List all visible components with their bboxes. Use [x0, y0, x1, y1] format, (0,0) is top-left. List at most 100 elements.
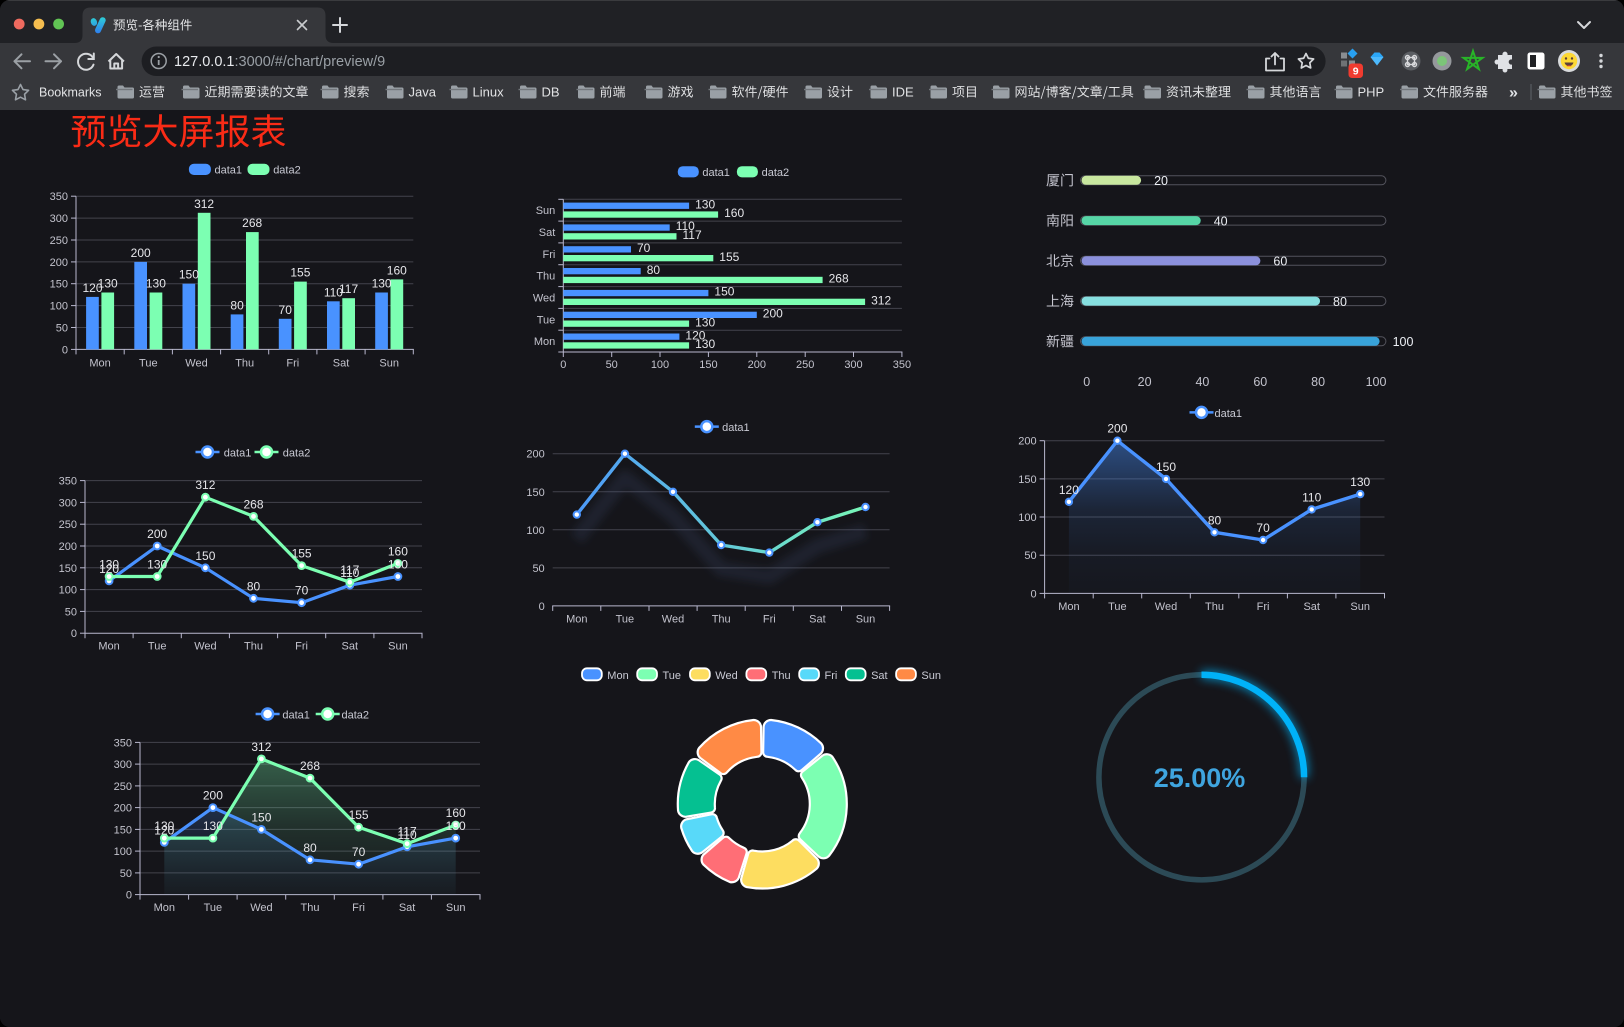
svg-text:130: 130 — [388, 558, 408, 572]
svg-text:0: 0 — [71, 628, 77, 640]
svg-text:155: 155 — [349, 808, 369, 822]
svg-text:200: 200 — [114, 803, 132, 815]
svg-text:110: 110 — [676, 219, 695, 233]
svg-text:200: 200 — [526, 449, 544, 461]
svg-text:130: 130 — [146, 277, 166, 291]
svg-text:data2: data2 — [762, 167, 790, 179]
svg-text:150: 150 — [526, 487, 544, 499]
svg-text:80: 80 — [230, 298, 244, 312]
svg-text:117: 117 — [339, 282, 358, 296]
svg-text:data1: data1 — [722, 422, 750, 434]
svg-text:200: 200 — [59, 541, 77, 553]
svg-text:Mon: Mon — [154, 902, 175, 914]
svg-text:200: 200 — [748, 359, 766, 371]
svg-text:160: 160 — [446, 806, 466, 820]
svg-text:data1: data1 — [282, 710, 310, 722]
svg-text:70: 70 — [1256, 521, 1270, 535]
svg-text:120: 120 — [82, 281, 102, 295]
svg-text:40: 40 — [1195, 375, 1209, 389]
svg-text:120: 120 — [1059, 483, 1079, 497]
svg-text:Sun: Sun — [536, 205, 556, 217]
svg-text:110: 110 — [398, 828, 417, 842]
svg-text:100: 100 — [651, 359, 669, 371]
svg-text:312: 312 — [195, 478, 215, 492]
svg-text:Sat: Sat — [871, 670, 888, 682]
svg-text:130: 130 — [695, 197, 715, 211]
svg-text:Thu: Thu — [712, 613, 731, 625]
svg-text:312: 312 — [194, 197, 214, 211]
svg-text:80: 80 — [1311, 375, 1325, 389]
svg-text:80: 80 — [303, 841, 317, 855]
svg-text:Sun: Sun — [1350, 601, 1370, 613]
svg-text:50: 50 — [1024, 550, 1036, 562]
svg-text:80: 80 — [647, 263, 661, 277]
svg-text:127.0.0.1:3000/#/chart/preview: 127.0.0.1:3000/#/chart/preview/9 — [174, 54, 385, 70]
svg-text:Sat: Sat — [1303, 601, 1320, 613]
svg-text:110: 110 — [324, 285, 343, 299]
svg-text:Mon: Mon — [534, 336, 555, 348]
svg-text:Wed: Wed — [715, 670, 737, 682]
svg-text:250: 250 — [114, 781, 132, 793]
svg-text:Mon: Mon — [607, 670, 628, 682]
svg-text:Fri: Fri — [825, 670, 838, 682]
svg-text:300: 300 — [844, 359, 862, 371]
svg-text:130: 130 — [1350, 475, 1370, 489]
svg-text:Tue: Tue — [1108, 601, 1127, 613]
svg-text:Sat: Sat — [399, 902, 416, 914]
svg-text:data1: data1 — [224, 448, 252, 460]
svg-text:Sun: Sun — [379, 357, 399, 369]
svg-text:Fri: Fri — [295, 641, 308, 653]
svg-text:50: 50 — [532, 563, 544, 575]
svg-text:Java: Java — [409, 85, 437, 100]
svg-text:»: » — [1509, 85, 1518, 102]
svg-text:25.00%: 25.00% — [1154, 763, 1246, 793]
svg-text:150: 150 — [50, 279, 68, 291]
svg-text:100: 100 — [1018, 512, 1036, 524]
svg-text:130: 130 — [99, 558, 119, 572]
svg-text:200: 200 — [147, 527, 167, 541]
svg-text:160: 160 — [387, 263, 407, 277]
svg-text:0: 0 — [1083, 375, 1090, 389]
svg-text:Fri: Fri — [542, 249, 555, 261]
svg-text:160: 160 — [388, 544, 408, 558]
svg-text:150: 150 — [179, 268, 199, 282]
svg-text:0: 0 — [1030, 588, 1036, 600]
svg-text:200: 200 — [1018, 436, 1036, 448]
svg-text:50: 50 — [56, 323, 68, 335]
svg-text:Mon: Mon — [1058, 601, 1079, 613]
svg-text:300: 300 — [59, 497, 77, 509]
svg-text:268: 268 — [300, 759, 320, 773]
svg-text:350: 350 — [893, 359, 911, 371]
svg-text:268: 268 — [829, 272, 849, 286]
svg-text:250: 250 — [50, 235, 68, 247]
svg-text:Wed: Wed — [194, 641, 216, 653]
svg-text:312: 312 — [251, 740, 271, 754]
svg-text:200: 200 — [131, 246, 151, 260]
svg-text:100: 100 — [1393, 335, 1414, 349]
svg-text:70: 70 — [279, 303, 293, 317]
svg-text:DB: DB — [542, 85, 560, 100]
svg-text:Thu: Thu — [235, 357, 254, 369]
svg-text:350: 350 — [59, 476, 77, 488]
svg-text:100: 100 — [50, 301, 68, 313]
svg-text:200: 200 — [763, 307, 783, 321]
svg-text:20: 20 — [1138, 375, 1152, 389]
svg-text:70: 70 — [637, 241, 651, 255]
svg-text:155: 155 — [290, 266, 310, 280]
svg-text:Wed: Wed — [250, 902, 272, 914]
svg-text:Sat: Sat — [333, 357, 350, 369]
svg-text:100: 100 — [59, 585, 77, 597]
svg-text:Fri: Fri — [352, 902, 365, 914]
svg-text:Thu: Thu — [244, 641, 263, 653]
svg-text:50: 50 — [606, 359, 618, 371]
svg-text:Tue: Tue — [139, 357, 158, 369]
svg-text:300: 300 — [50, 213, 68, 225]
svg-text:60: 60 — [1253, 375, 1267, 389]
svg-text:data2: data2 — [273, 165, 301, 177]
svg-text:350: 350 — [114, 737, 132, 749]
svg-text:data1: data1 — [1215, 408, 1243, 420]
svg-text:Thu: Thu — [772, 670, 791, 682]
svg-text:250: 250 — [796, 359, 814, 371]
svg-text:Tue: Tue — [204, 902, 223, 914]
svg-text:150: 150 — [251, 810, 271, 824]
